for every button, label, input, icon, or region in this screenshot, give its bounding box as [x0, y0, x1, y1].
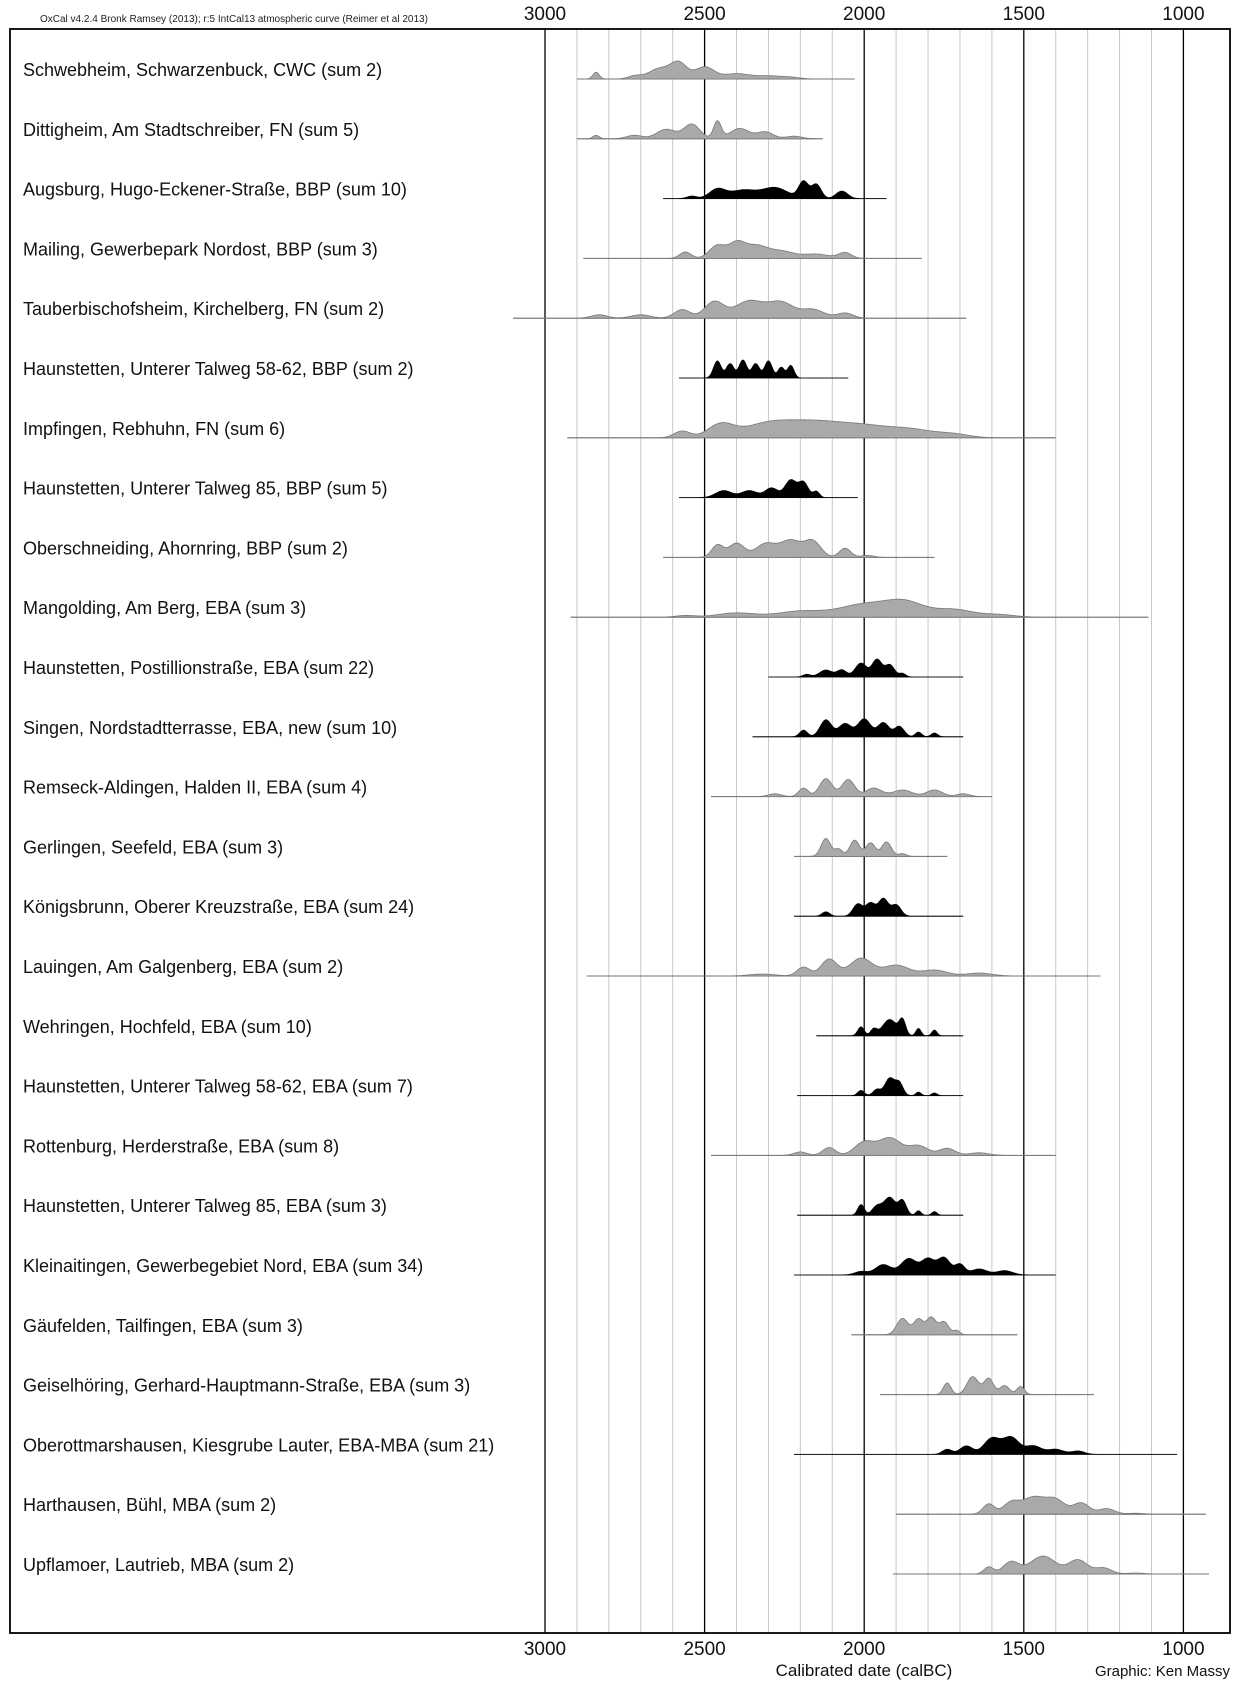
series-density	[679, 359, 849, 379]
series-label: Rottenburg, Herderstraße, EBA (sum 8)	[23, 1136, 339, 1156]
series-density	[711, 1137, 1056, 1156]
series-density	[570, 598, 1149, 618]
series-density	[663, 180, 887, 199]
series-label: Wehringen, Hochfeld, EBA (sum 10)	[23, 1017, 312, 1037]
series-label: Remseck-Aldingen, Halden II, EBA (sum 4)	[23, 778, 367, 798]
series-density	[768, 658, 964, 678]
series-density	[892, 1555, 1209, 1575]
series-label: Haunstetten, Unterer Talweg 85, BBP (sum…	[23, 479, 388, 499]
series-density	[567, 419, 1056, 439]
series-density	[586, 957, 1101, 977]
grid	[544, 29, 1185, 1633]
series-label: Haunstetten, Unterer Talweg 58-62, EBA (…	[23, 1077, 413, 1097]
x-tick-label-bottom: 1500	[1003, 1639, 1045, 1660]
series-density	[576, 120, 823, 140]
series-label: Haunstetten, Unterer Talweg 85, EBA (sum…	[23, 1196, 387, 1216]
series-label: Dittigheim, Am Stadtschreiber, FN (sum 5…	[23, 120, 359, 140]
series-density	[513, 299, 967, 319]
series-label: Tauberbischofsheim, Kirchelberg, FN (sum…	[23, 299, 384, 319]
series-density	[583, 240, 922, 259]
series-label: Oberschneiding, Ahornring, BBP (sum 2)	[23, 538, 348, 558]
x-tick-label-bottom: 2000	[843, 1639, 885, 1660]
series-density	[797, 1077, 964, 1097]
series-density	[711, 778, 992, 797]
series-label: Impfingen, Rebhuhn, FN (sum 6)	[23, 419, 285, 439]
series-label: Augsburg, Hugo-Eckener-Straße, BBP (sum …	[23, 180, 407, 200]
plot-area	[513, 60, 1209, 1575]
series-density	[794, 1436, 1177, 1455]
series-label: Harthausen, Bühl, MBA (sum 2)	[23, 1495, 276, 1515]
series-label: Haunstetten, Unterer Talweg 58-62, BBP (…	[23, 359, 414, 379]
series-density	[679, 479, 858, 498]
x-tick-label-top: 1000	[1162, 4, 1204, 25]
series-label: Gerlingen, Seefeld, EBA (sum 3)	[23, 837, 283, 857]
series-density	[816, 1017, 964, 1037]
x-tick-label-bottom: 2500	[683, 1639, 725, 1660]
series-density	[794, 897, 964, 917]
x-tick-label-bottom: 1000	[1162, 1639, 1204, 1660]
series-label: Königsbrunn, Oberer Kreuzstraße, EBA (su…	[23, 897, 414, 917]
x-tick-label-top: 2000	[843, 4, 885, 25]
row-labels: Schwebheim, Schwarzenbuck, CWC (sum 2) Di…	[23, 60, 494, 1575]
series-label: Upflamoer, Lautrieb, MBA (sum 2)	[23, 1555, 294, 1575]
series-label: Kleinaitingen, Gewerbegebiet Nord, EBA (…	[23, 1256, 423, 1276]
series-density	[794, 837, 948, 857]
series-density	[663, 539, 935, 558]
series-label: Singen, Nordstadtterrasse, EBA, new (sum…	[23, 718, 397, 738]
x-axis-title: Calibrated date (calBC)	[776, 1661, 953, 1680]
series-label: Mangolding, Am Berg, EBA (sum 3)	[23, 598, 306, 618]
series-density	[880, 1376, 1094, 1395]
series-label: Mailing, Gewerbepark Nordost, BBP (sum 3…	[23, 239, 378, 259]
series-density	[851, 1316, 1018, 1336]
series-density	[752, 718, 964, 738]
series-label: Oberottmarshausen, Kiesgrube Lauter, EBA…	[23, 1435, 494, 1455]
series-label: Lauingen, Am Galgenberg, EBA (sum 2)	[23, 957, 343, 977]
x-tick-label-top: 1500	[1003, 4, 1045, 25]
x-tick-label-top: 3000	[524, 4, 566, 25]
plot-frame	[9, 28, 1231, 1634]
series-density	[797, 1196, 964, 1216]
series-label: Schwebheim, Schwarzenbuck, CWC (sum 2)	[23, 60, 382, 80]
series-label: Geiselhöring, Gerhard-Hauptmann-Straße, …	[23, 1376, 470, 1396]
series-density	[576, 60, 855, 80]
x-tick-label-bottom: 3000	[524, 1639, 566, 1660]
axis-ticks: 3000 3000 2500 2500 2000 2000 1500 1500 1000 1000	[524, 4, 1205, 1660]
graphic-credit: Graphic: Ken Massy	[1095, 1663, 1231, 1680]
software-note: OxCal v4.2.4 Bronk Ramsey (2013); r:5 In…	[40, 14, 428, 25]
x-tick-label-top: 2500	[683, 4, 725, 25]
series-density	[896, 1495, 1206, 1515]
series-label: Haunstetten, Postillionstraße, EBA (sum …	[23, 658, 374, 678]
series-label: Gäufelden, Tailfingen, EBA (sum 3)	[23, 1316, 303, 1336]
series-density	[794, 1256, 1056, 1276]
